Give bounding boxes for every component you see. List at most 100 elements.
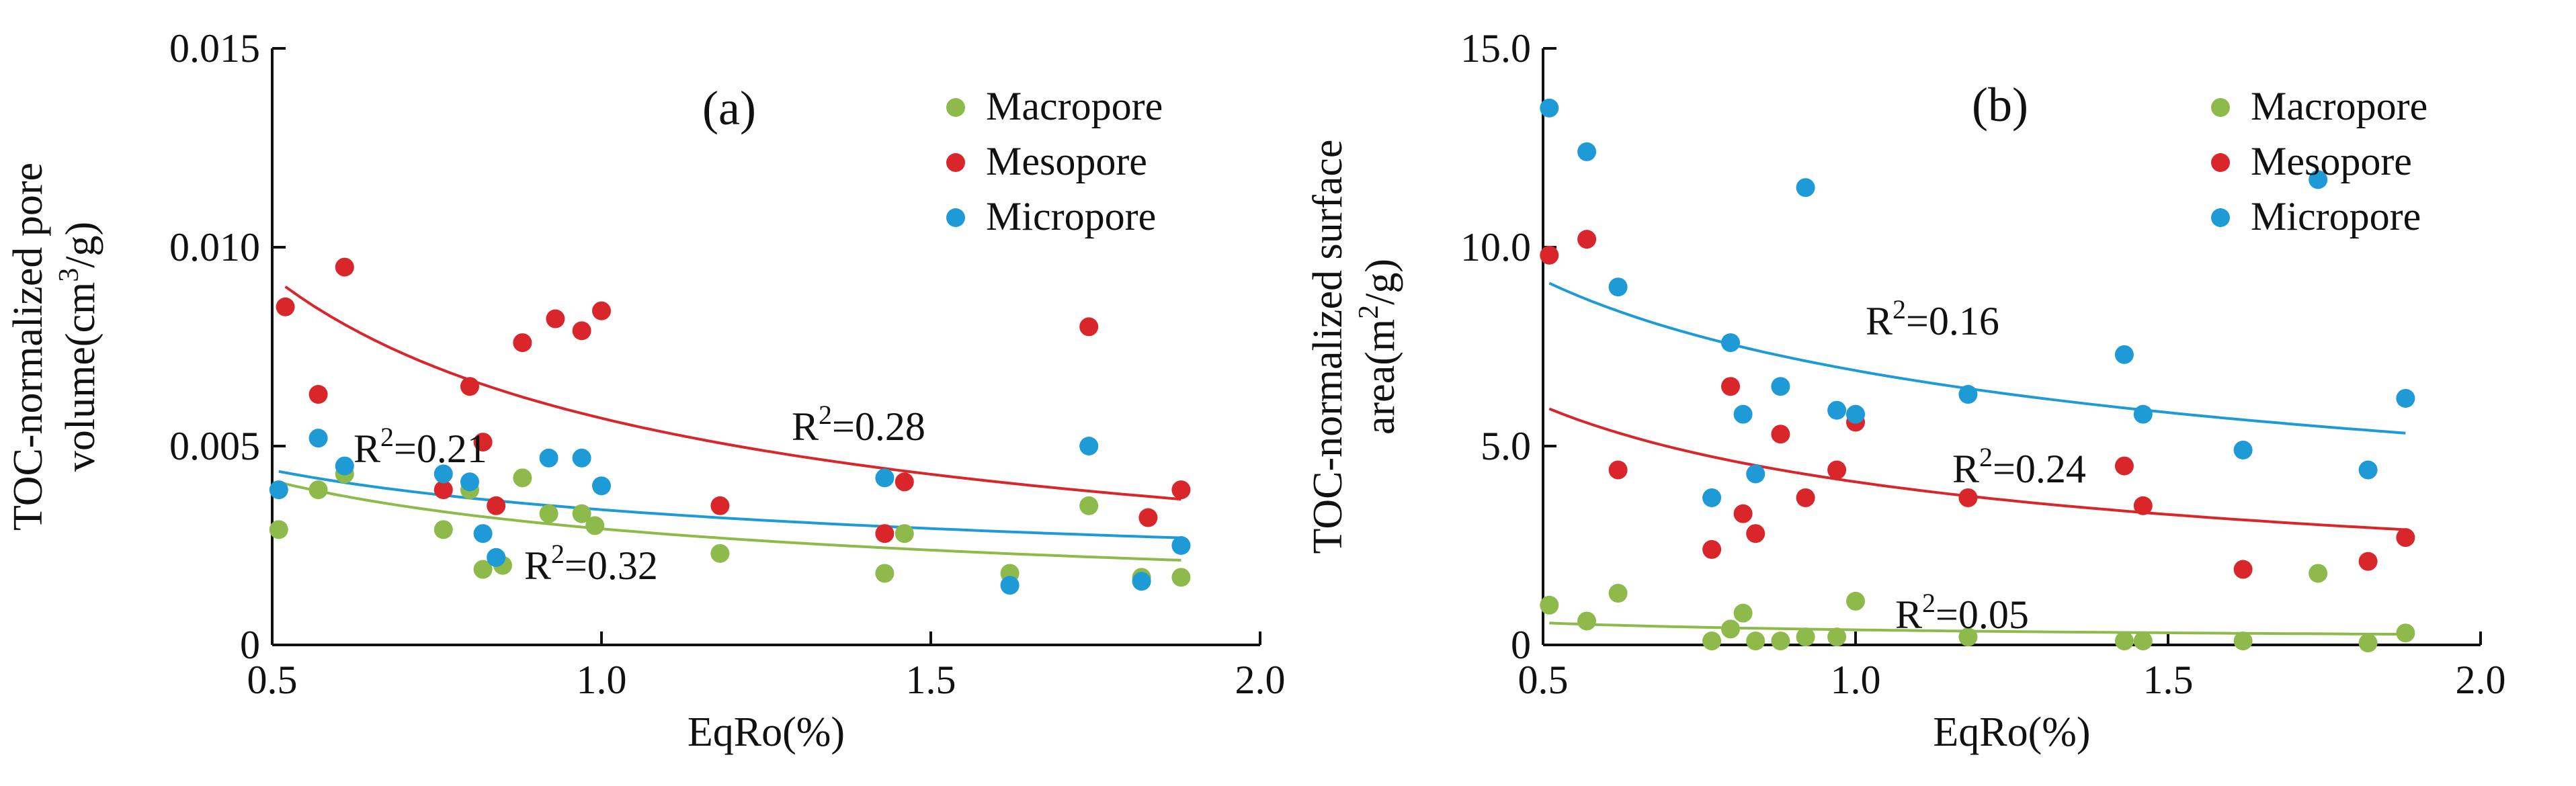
data-point-macropore	[2309, 564, 2328, 583]
r2-label-mesopore: R2=0.24	[1952, 442, 2086, 491]
data-point-macropore	[1733, 603, 1753, 623]
data-point-mesopore	[1733, 504, 1753, 523]
data-point-micropore	[433, 464, 453, 484]
data-point-micropore	[2114, 345, 2134, 364]
data-point-macropore	[1958, 627, 1978, 647]
data-point-mesopore	[895, 472, 914, 492]
x-tick-label: 0.5	[1518, 658, 1569, 702]
data-point-mesopore	[1771, 425, 1790, 444]
data-point-mesopore	[1577, 230, 1597, 249]
data-point-mesopore	[308, 385, 328, 404]
data-point-mesopore	[460, 377, 479, 396]
r2-label-macropore: R2=0.32	[524, 539, 658, 588]
fit-line-micropore	[278, 470, 1181, 539]
data-point-macropore	[2396, 623, 2415, 643]
legend-label-macropore: Macropore	[2251, 84, 2427, 128]
fit-line-macropore	[1549, 621, 2406, 636]
y-tick-label: 0.010	[169, 225, 260, 269]
data-point-micropore	[460, 472, 479, 492]
data-point-mesopore	[2133, 496, 2153, 515]
data-point-macropore	[1079, 496, 1099, 515]
legend-marker-mesopore	[946, 153, 965, 172]
data-point-mesopore	[1079, 317, 1099, 337]
data-point-mesopore	[473, 433, 493, 452]
r2-label-mesopore: R2=0.28	[792, 400, 925, 449]
legend-marker-macropore	[946, 98, 965, 117]
data-point-mesopore	[1796, 488, 1815, 507]
legend-marker-macropore	[2211, 98, 2230, 117]
chart-panel-b: 0 5.0 10.0 15.0 0.5 1.0 1.5 2.0 EqRo(%) TOC-norma…	[1305, 26, 2506, 755]
data-point-micropore	[1846, 404, 1865, 424]
y-tick-label: 0.005	[169, 424, 260, 468]
data-point-macropore	[2358, 634, 2378, 653]
x-tick-label: 1.5	[906, 658, 956, 702]
data-point-mesopore	[2114, 456, 2134, 476]
data-point-macropore	[1171, 568, 1191, 587]
data-point-mesopore	[1138, 508, 1158, 527]
y-tick-label: 0.015	[169, 26, 260, 71]
data-point-macropore	[1540, 595, 1559, 615]
x-tick-label: 0.5	[247, 658, 298, 702]
legend-marker-micropore	[2211, 208, 2230, 227]
data-point-micropore	[2396, 388, 2415, 408]
data-point-mesopore	[1608, 460, 1628, 480]
data-point-micropore	[1540, 98, 1559, 118]
data-point-micropore	[2309, 170, 2328, 189]
data-point-macropore	[2233, 631, 2253, 651]
x-tick-label: 1.5	[2143, 658, 2194, 702]
data-point-micropore	[2358, 460, 2378, 480]
data-point-micropore	[1171, 536, 1191, 555]
data-point-macropore	[1796, 627, 1815, 647]
data-point-micropore	[2233, 440, 2253, 460]
data-point-micropore	[1079, 437, 1099, 455]
data-point-mesopore	[2358, 552, 2378, 571]
data-point-mesopore	[875, 524, 895, 543]
data-point-macropore	[710, 543, 730, 563]
data-point-macropore	[1846, 591, 1865, 611]
data-point-mesopore	[1721, 377, 1740, 396]
data-point-macropore	[1721, 619, 1740, 639]
y-tick-label: 0	[240, 623, 260, 667]
legend-label-mesopore: Mesopore	[986, 139, 1147, 183]
data-point-macropore	[1577, 611, 1597, 631]
data-point-micropore	[1958, 385, 1978, 404]
x-tick-label: 1.0	[577, 658, 627, 702]
data-point-macropore	[269, 520, 288, 539]
y-axis-title-line2: area(m2/g)	[1354, 259, 1403, 435]
data-point-micropore	[473, 524, 493, 543]
legend-marker-micropore	[946, 208, 965, 227]
x-tick-label: 2.0	[2456, 658, 2506, 702]
x-axis-title: EqRo(%)	[688, 709, 845, 755]
data-point-mesopore	[513, 333, 532, 353]
panel-label: (b)	[1972, 78, 2028, 132]
data-point-macropore	[1746, 631, 1765, 651]
x-axis-title: EqRo(%)	[1933, 709, 2090, 755]
data-point-macropore	[1608, 584, 1628, 603]
fit-line-micropore	[1548, 281, 2406, 435]
data-point-micropore	[1721, 333, 1740, 353]
data-point-mesopore	[1171, 480, 1191, 500]
legend-label-macropore: Macropore	[986, 84, 1163, 128]
data-point-macropore	[1827, 627, 1847, 647]
x-tick-label: 1.0	[1831, 658, 1881, 702]
data-point-mesopore	[433, 480, 453, 500]
data-point-micropore	[1702, 488, 1722, 507]
legend-label-mesopore: Mesopore	[2251, 139, 2412, 183]
data-point-micropore	[308, 429, 328, 448]
data-point-mesopore	[546, 309, 565, 329]
y-axis-title-line2: volume(cm3/g)	[54, 222, 103, 472]
data-point-mesopore	[487, 496, 506, 515]
data-point-mesopore	[2233, 560, 2253, 579]
data-point-macropore	[308, 480, 328, 500]
data-point-micropore	[572, 448, 591, 468]
data-point-micropore	[1000, 576, 1020, 595]
x-tick-label: 2.0	[1235, 658, 1286, 702]
data-point-macropore	[1771, 631, 1790, 651]
data-point-macropore	[539, 504, 558, 523]
data-point-micropore	[539, 448, 558, 468]
y-tick-label: 10.0	[1460, 225, 1531, 269]
r2-label-micropore: R2=0.21	[354, 422, 487, 471]
legend-label-micropore: Micropore	[2251, 194, 2421, 238]
y-tick-label: 15.0	[1460, 26, 1531, 71]
